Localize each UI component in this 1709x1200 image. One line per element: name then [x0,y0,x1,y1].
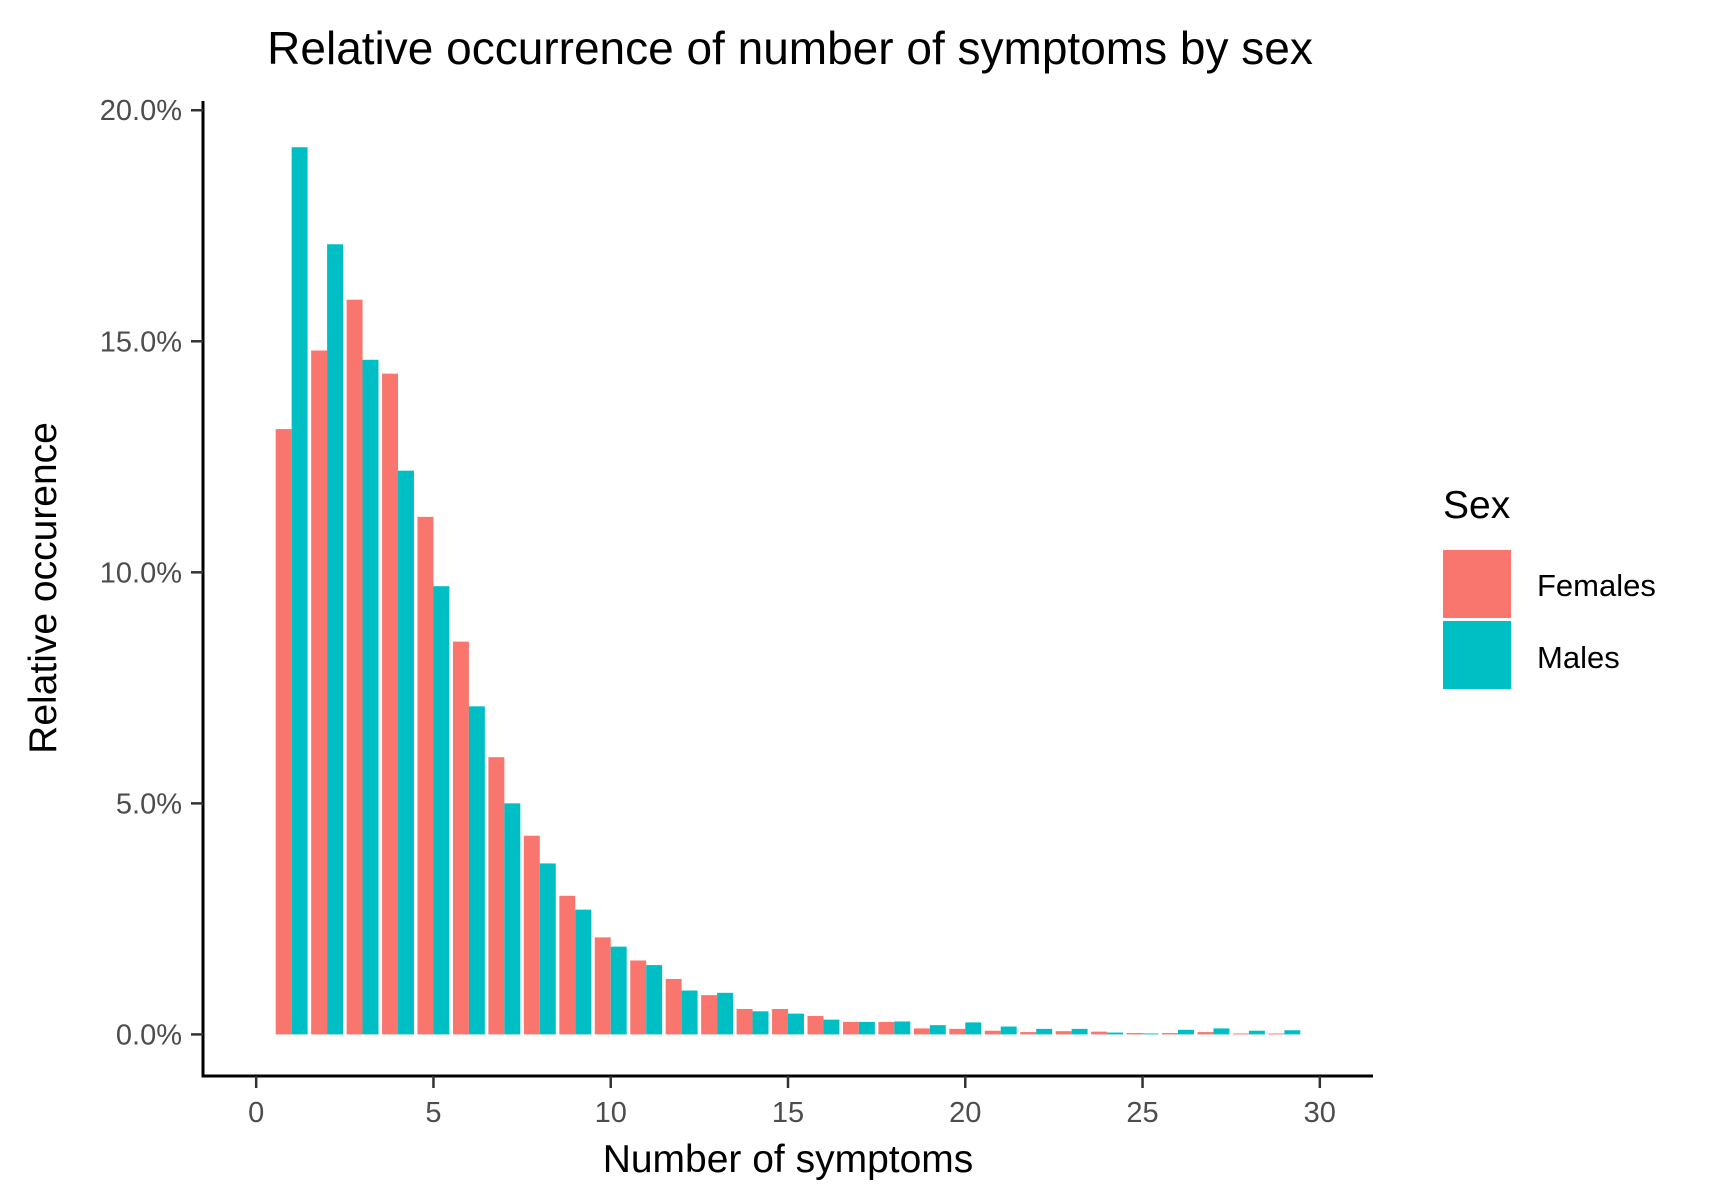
x-ticks: 0 5 10 15 20 25 30 [248,1076,1336,1129]
bar-females-24 [1091,1031,1108,1035]
bar-males-18 [894,1021,911,1035]
bar-males-6 [468,706,485,1035]
bar-females-21 [984,1030,1001,1035]
x-tick-label-30: 30 [1304,1097,1336,1129]
bar-females-4 [382,373,398,1035]
bar-females-29 [1268,1033,1285,1035]
legend-key-males [1443,621,1511,689]
bar-males-19 [929,1025,946,1035]
bar-females-25 [1126,1033,1143,1035]
bar-females-13 [701,995,718,1035]
bar-males-20 [965,1022,982,1035]
bar-females-16 [807,1015,824,1035]
legend-title: Sex [1443,484,1511,527]
y-tick-label-5: 5.0% [116,788,182,820]
bar-males-24 [1107,1032,1124,1035]
bar-males-23 [1071,1028,1088,1035]
bar-females-9 [559,895,576,1035]
x-tick-label-5: 5 [425,1097,441,1129]
bar-males-4 [398,470,414,1035]
legend-key-females [1443,550,1511,618]
y-axis-title: Relative occurence [22,422,65,754]
bar-females-10 [594,937,611,1035]
bar-males-17 [858,1021,875,1035]
bar-males-10 [610,946,627,1035]
bar-females-7 [488,757,505,1035]
bar-females-26 [1162,1033,1178,1035]
y-tick-label-20: 20.0% [100,95,182,127]
bar-males-3 [362,359,379,1035]
bar-females-28 [1232,1033,1249,1035]
bar-females-18 [878,1021,895,1035]
bar-females-3 [346,299,363,1035]
y-tick-label-10: 10.0% [100,557,182,589]
bar-females-5 [417,516,434,1035]
bar-males-29 [1284,1030,1301,1035]
x-tick-label-10: 10 [595,1097,627,1129]
bar-males-11 [646,965,663,1035]
y-tick-label-15: 15.0% [100,326,182,358]
bar-males-13 [717,992,734,1035]
x-axis-title: Number of symptoms [603,1138,974,1181]
x-tick-label-0: 0 [248,1097,264,1129]
bar-males-14 [752,1011,769,1035]
y-ticks: 0.0% 5.0% 10.0% 15.0% 20.0% [100,95,203,1051]
bar-males-9 [575,909,592,1035]
bar-males-1 [291,147,308,1035]
legend-label-females: Females [1537,568,1656,603]
bar-males-8 [539,863,556,1035]
bar-males-7 [504,803,521,1035]
x-tick-label-25: 25 [1126,1097,1158,1129]
bar-females-11 [630,960,647,1035]
bar-males-5 [433,586,450,1035]
bar-females-22 [1020,1032,1037,1035]
bar-males-25 [1142,1033,1159,1035]
bar-males-28 [1248,1030,1265,1035]
legend: Sex Females Males [1443,484,1656,689]
bar-females-1 [275,429,292,1035]
bars-layer [275,147,1301,1035]
bar-females-14 [736,1009,753,1035]
bar-females-27 [1197,1032,1214,1035]
legend-label-males: Males [1537,640,1620,675]
bar-males-21 [1000,1026,1017,1035]
x-tick-label-15: 15 [772,1097,804,1129]
bar-females-12 [665,978,682,1035]
bar-females-15 [772,1009,788,1035]
bar-males-16 [823,1019,840,1035]
bar-females-6 [452,641,469,1035]
bar-females-23 [1055,1031,1072,1035]
x-tick-label-20: 20 [949,1097,981,1129]
bar-females-20 [949,1028,966,1035]
y-tick-label-0: 0.0% [116,1019,182,1051]
bar-females-19 [913,1028,930,1035]
chart-title: Relative occurrence of number of symptom… [267,22,1313,74]
bar-males-27 [1213,1028,1230,1035]
bar-females-2 [311,350,328,1035]
bar-females-17 [842,1021,859,1035]
bar-females-8 [523,835,540,1035]
bar-males-2 [327,244,344,1035]
bar-males-26 [1178,1029,1194,1035]
bar-males-22 [1036,1028,1053,1035]
bar-males-12 [681,990,698,1035]
bar-males-15 [788,1013,804,1035]
